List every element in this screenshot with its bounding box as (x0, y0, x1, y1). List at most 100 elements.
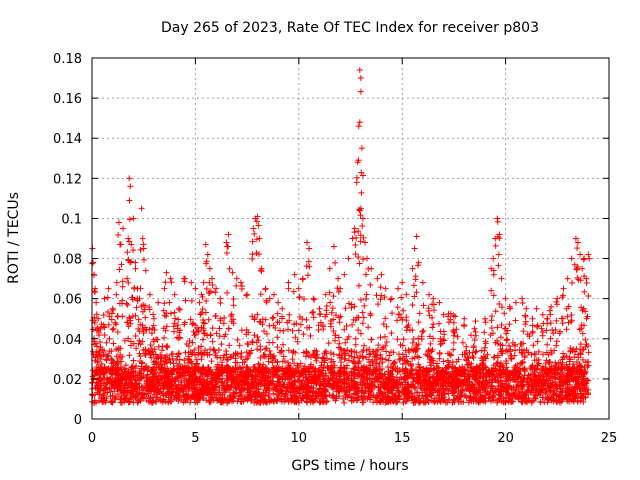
chart-title: Day 265 of 2023, Rate Of TEC Index for r… (161, 20, 539, 36)
data-point (501, 384, 508, 391)
data-point (501, 325, 508, 332)
data-point (471, 394, 478, 401)
data-point (117, 396, 124, 403)
data-point (415, 259, 422, 266)
data-point (103, 395, 110, 402)
data-point (524, 331, 531, 338)
data-point (426, 291, 433, 298)
data-point (471, 337, 478, 344)
data-point (249, 338, 256, 345)
data-point (375, 301, 382, 308)
data-point (189, 321, 196, 328)
data-point (251, 332, 258, 339)
data-point (320, 378, 327, 385)
data-point (489, 383, 496, 390)
y-tick-label: 0.04 (53, 333, 82, 348)
data-point (238, 387, 245, 394)
data-point (262, 389, 269, 396)
data-point (349, 321, 356, 328)
data-point (284, 326, 291, 333)
data-point (539, 311, 546, 318)
data-point (129, 313, 136, 320)
data-point (270, 322, 277, 329)
data-point (202, 347, 209, 354)
data-point (237, 392, 244, 399)
data-point (177, 389, 184, 396)
data-point (163, 269, 170, 276)
data-point (126, 216, 133, 223)
data-point (488, 366, 495, 373)
data-point (214, 379, 221, 386)
data-point (160, 307, 167, 314)
data-point (212, 313, 219, 320)
data-point (325, 340, 332, 347)
data-point (411, 245, 418, 252)
data-point (348, 348, 355, 355)
data-point (353, 234, 360, 241)
data-point (109, 399, 116, 406)
y-tick-label: 0.12 (53, 172, 82, 187)
data-point (414, 380, 421, 387)
data-point (330, 392, 337, 399)
data-point (298, 386, 305, 393)
data-point (165, 398, 172, 405)
data-point (181, 362, 188, 369)
data-point (304, 239, 311, 246)
data-point (269, 359, 276, 366)
data-point (459, 339, 466, 346)
data-point (206, 397, 213, 404)
data-point (104, 308, 111, 315)
data-point (341, 326, 348, 333)
data-point (279, 313, 286, 320)
data-point (503, 330, 510, 337)
data-point (101, 331, 108, 338)
data-point (342, 392, 349, 399)
data-point (576, 326, 583, 333)
data-point (418, 336, 425, 343)
data-point (374, 378, 381, 385)
data-point (100, 398, 107, 405)
data-point (512, 299, 519, 306)
data-point (563, 353, 570, 360)
data-point (196, 366, 203, 373)
data-point (525, 372, 532, 379)
data-point (285, 385, 291, 392)
data-point (491, 353, 498, 360)
data-point (207, 332, 214, 339)
data-point (200, 327, 207, 334)
data-point (201, 378, 208, 385)
data-point (355, 228, 362, 235)
data-point (481, 315, 488, 322)
data-point (440, 311, 447, 318)
data-point (197, 311, 204, 318)
data-point (239, 359, 246, 366)
data-point (103, 339, 110, 346)
data-point (133, 304, 140, 311)
data-point (186, 356, 193, 363)
data-point (459, 369, 466, 376)
data-point (330, 293, 337, 300)
data-point (564, 398, 571, 405)
data-point (374, 275, 381, 282)
data-point (358, 394, 365, 401)
data-point (410, 378, 417, 385)
data-point (388, 371, 395, 378)
data-point (473, 374, 480, 381)
data-point (518, 398, 525, 405)
data-point (498, 348, 505, 355)
data-point (243, 395, 250, 402)
data-point (427, 356, 434, 363)
data-point (168, 279, 175, 286)
data-point (133, 345, 140, 352)
data-point (569, 279, 576, 286)
data-point (430, 301, 437, 308)
data-point (400, 386, 407, 393)
data-point (108, 377, 115, 384)
data-point (331, 362, 338, 369)
x-tick-label: 10 (291, 431, 308, 446)
data-point (431, 374, 438, 381)
data-point (176, 306, 183, 313)
data-point (101, 323, 108, 330)
data-point (362, 295, 369, 302)
data-point (229, 269, 236, 276)
